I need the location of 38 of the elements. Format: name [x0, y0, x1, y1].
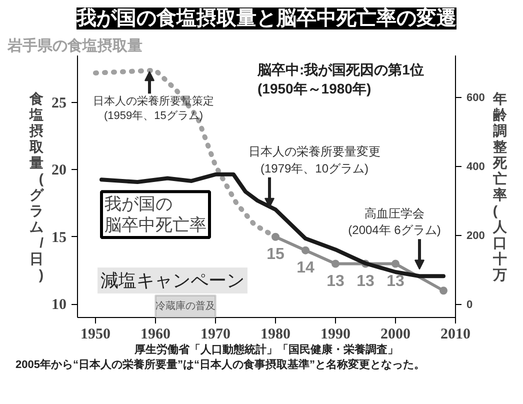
point [440, 286, 448, 295]
point [392, 260, 400, 268]
data-label: 15 [266, 246, 284, 263]
annotation: 日本人の栄養所要量策定 (1959年、15グラム) [93, 94, 214, 122]
x-tick-label: 2010 [440, 326, 470, 342]
annotation: 減塩キャンペーン [100, 270, 244, 290]
point [302, 246, 310, 254]
y-tick-label: 25 [52, 96, 66, 112]
x-tick-label: 1970 [200, 326, 230, 342]
series-label: 岩手県の食塩摂取量 [6, 38, 142, 54]
annotation: 日本人の栄養所要量変更 (1979年、10グラム) [248, 144, 380, 176]
y2-tick-label: 600 [466, 92, 485, 104]
data-label: 13 [386, 272, 404, 290]
point [332, 260, 340, 268]
y2-tick-label: 200 [466, 230, 485, 242]
x-tick-label: 2000 [380, 326, 410, 342]
text: 厚生労働省「人口動態統計」「国民健康・栄養調査」 [134, 343, 398, 356]
chart-title: 我が国の食塩摂取量と脳卒中死亡率の変遷 [76, 6, 456, 30]
annotation: 高血圧学会 (2004年 6グラム) [348, 206, 441, 238]
x-tick-label: 1950 [80, 326, 110, 342]
point [272, 232, 280, 241]
x-tick-label: 1990 [320, 326, 350, 342]
text: 年齢調整死亡率(人口十万 [492, 90, 507, 282]
data-label: 14 [296, 259, 314, 276]
y2-tick-label: 400 [466, 161, 485, 174]
text: 食塩摂取量(グラム/日) [30, 90, 44, 282]
series-label: 我が国の脳卒中死亡率 [104, 194, 206, 235]
x-tick-label: 1980 [260, 326, 290, 342]
x-tick-label: 1960 [140, 326, 170, 342]
data-label: 13 [326, 272, 344, 290]
data-label: 13 [356, 272, 374, 290]
y-tick-label: 20 [52, 162, 66, 179]
y2-tick-label: 0 [466, 299, 473, 312]
band-label: 冷蔵庫の普及 [156, 300, 216, 312]
text: 2005年から“日本人の栄養所要量”は“日本人の食事摂取基準”と名称変更となった。 [16, 358, 425, 371]
y-tick-label: 15 [52, 230, 66, 246]
y-tick-label: 10 [52, 297, 66, 314]
annotation: 脳卒中:我が国死因の第1位 (1950年～1980年) [256, 62, 424, 97]
